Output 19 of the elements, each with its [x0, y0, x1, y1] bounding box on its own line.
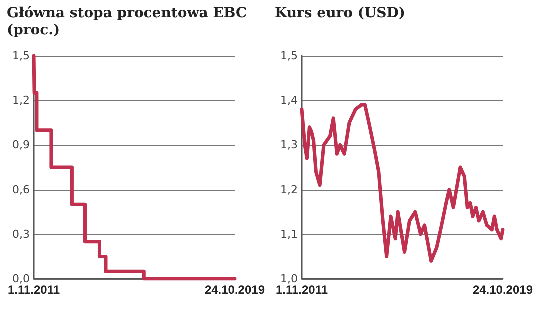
- x-tick-label: 1.11.2011: [276, 283, 328, 297]
- y-tick-label: 0,9: [12, 138, 30, 152]
- y-tick-label: 1,3: [280, 138, 298, 152]
- y-tick-label: 1,2: [280, 183, 298, 196]
- x-tick-label: 1.11.2011: [8, 283, 60, 297]
- y-tick-label: 1,0: [280, 272, 298, 286]
- y-tick-label: 0,3: [12, 228, 30, 241]
- x-tick-label: 24.10.2019: [204, 283, 266, 297]
- chart-title: Główna stopa procentowa EBC (proc.): [7, 6, 252, 38]
- y-tick-label: 1,4: [280, 94, 298, 108]
- y-tick-label: 1,5: [280, 50, 298, 62]
- chart-title: Kurs euro (USD): [275, 6, 406, 22]
- y-tick-label: 0,6: [12, 183, 30, 196]
- y-tick-label: 1,2: [12, 94, 30, 108]
- x-tick-label: 24.10.2019: [472, 283, 534, 297]
- y-tick-label: 1,1: [280, 228, 298, 241]
- line-series: [300, 103, 505, 263]
- y-tick-label: 1,5: [12, 50, 30, 62]
- y-tick-label: 0,0: [12, 272, 30, 286]
